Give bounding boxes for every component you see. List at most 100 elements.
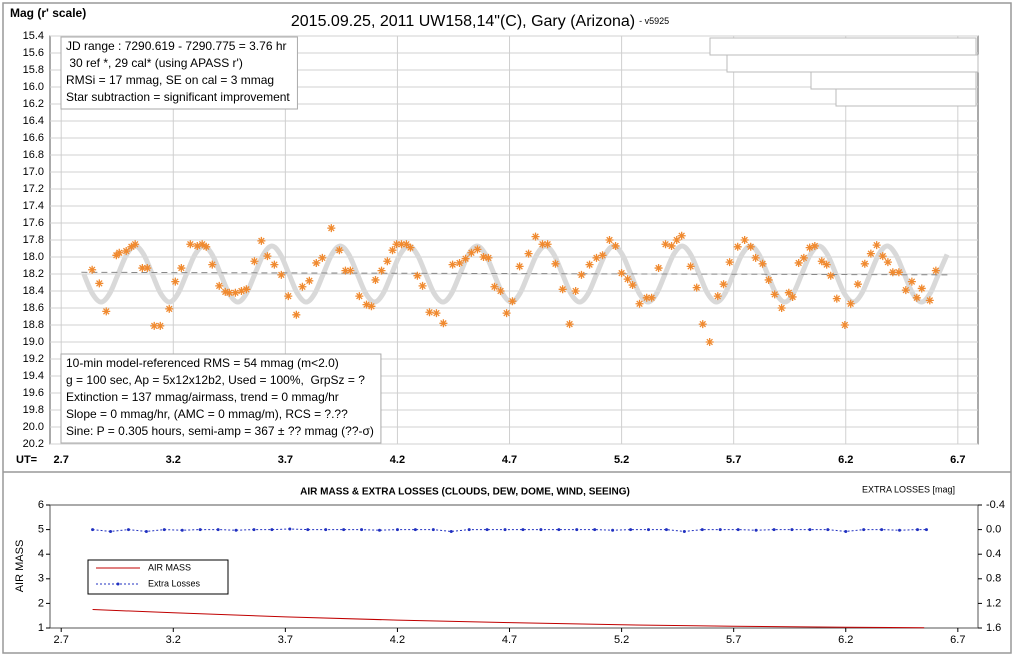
- legend-marker: [116, 582, 120, 586]
- data-point: [524, 249, 533, 258]
- annotation-text: Extinction = 137 mmag/airmass, trend = 0…: [66, 390, 339, 404]
- data-point: [931, 266, 940, 275]
- data-point: [654, 264, 663, 273]
- data-point: [242, 285, 251, 294]
- data-point: [611, 241, 620, 250]
- empty-box: [726, 54, 979, 73]
- data-point: [826, 271, 835, 280]
- data-point: [571, 287, 580, 295]
- y2-axis-label: EXTRA LOSSES [mag]: [862, 484, 955, 494]
- y-tick-label: 19.0: [23, 336, 44, 348]
- data-point: [180, 528, 184, 532]
- y-tick-label: 16.4: [23, 115, 44, 127]
- data-point: [431, 528, 435, 532]
- data-point: [237, 287, 246, 295]
- chart-title: 2015.09.25, 2011 UW158,14"(C), Gary (Ari…: [291, 13, 669, 30]
- data-point: [138, 264, 147, 273]
- data-point: [915, 528, 919, 532]
- data-point: [808, 528, 812, 532]
- annotation-box: [60, 36, 298, 110]
- data-point: [623, 275, 632, 284]
- data-point: [250, 257, 259, 266]
- data-point: [667, 241, 676, 250]
- empty-box: [810, 71, 977, 90]
- data-point: [543, 240, 552, 249]
- data-point: [461, 254, 470, 263]
- data-point: [284, 292, 293, 301]
- data-point: [788, 292, 797, 301]
- annotation-text: Star subtraction = significant improveme…: [66, 90, 290, 104]
- data-point: [898, 528, 902, 532]
- annotation-text: Sine: P = 0.305 hours, semi-amp = 367 ± …: [66, 424, 374, 438]
- data-point: [252, 528, 256, 532]
- data-point: [418, 281, 427, 290]
- data-point: [577, 270, 586, 279]
- x-tick-label: 5.7: [726, 454, 741, 466]
- data-point: [692, 283, 701, 292]
- y-tick-label: 19.4: [23, 370, 44, 382]
- data-point: [485, 528, 489, 532]
- data-point: [894, 268, 903, 277]
- annotation-text: Slope = 0 mmag/hr, (AMC = 0 mmag/m), RCS…: [66, 407, 348, 421]
- data-point: [784, 288, 793, 297]
- data-point: [682, 529, 686, 533]
- data-point: [198, 240, 207, 249]
- data-point: [846, 299, 855, 308]
- data-point: [360, 528, 364, 532]
- data-point: [127, 242, 136, 251]
- data-point: [551, 259, 560, 268]
- data-point: [288, 527, 292, 531]
- data-point: [503, 528, 507, 532]
- data-point: [198, 528, 202, 532]
- data-point: [598, 251, 607, 260]
- legend-label: AIR MASS: [148, 562, 191, 572]
- data-point: [298, 282, 307, 291]
- data-point: [402, 240, 411, 249]
- annotation-text: 30 ref *, 29 cal* (using APASS r'): [66, 56, 243, 70]
- data-point: [878, 252, 887, 261]
- y-tick-label: 4: [38, 548, 44, 560]
- data-point: [377, 266, 386, 275]
- data-point: [718, 528, 722, 532]
- data-point: [917, 284, 926, 293]
- data-point: [388, 246, 397, 255]
- x-tick-label: 4.2: [390, 634, 405, 646]
- data-point: [186, 240, 195, 249]
- data-point: [826, 528, 830, 532]
- data-point: [221, 287, 230, 296]
- data-point: [91, 528, 95, 532]
- empty-box: [835, 88, 977, 107]
- data-point: [746, 242, 755, 251]
- data-point: [395, 528, 399, 532]
- y-tick-label: 17.0: [23, 166, 44, 178]
- data-point: [764, 275, 773, 284]
- data-point: [860, 259, 869, 268]
- data-point: [231, 288, 240, 297]
- data-point: [844, 529, 848, 533]
- data-point: [880, 528, 884, 532]
- y-tick-label: 16.8: [23, 149, 44, 161]
- data-line: [92, 609, 925, 629]
- x-tick-label: 6.7: [950, 634, 965, 646]
- data-point: [912, 293, 921, 302]
- y-tick-label: 17.2: [23, 183, 44, 195]
- y-tick-label: 3: [38, 573, 44, 585]
- x-tick-label: 3.7: [278, 454, 293, 466]
- data-line: [92, 528, 927, 532]
- data-point: [490, 282, 499, 291]
- y-tick-label: 16.0: [23, 81, 44, 93]
- x-tick-label: 3.2: [166, 634, 181, 646]
- data-point: [449, 529, 453, 533]
- y2-tick-label: 0.0: [986, 524, 1001, 536]
- data-point: [88, 265, 97, 274]
- data-point: [257, 236, 266, 245]
- annotation-text: 10-min model-referenced RMS = 54 mmag (m…: [66, 356, 339, 370]
- data-point: [327, 224, 336, 233]
- data-point: [700, 528, 704, 532]
- data-point: [413, 271, 422, 280]
- data-point: [628, 281, 637, 290]
- data-line: [81, 271, 949, 276]
- data-point: [872, 241, 881, 250]
- data-point: [647, 293, 656, 302]
- data-point: [907, 277, 916, 286]
